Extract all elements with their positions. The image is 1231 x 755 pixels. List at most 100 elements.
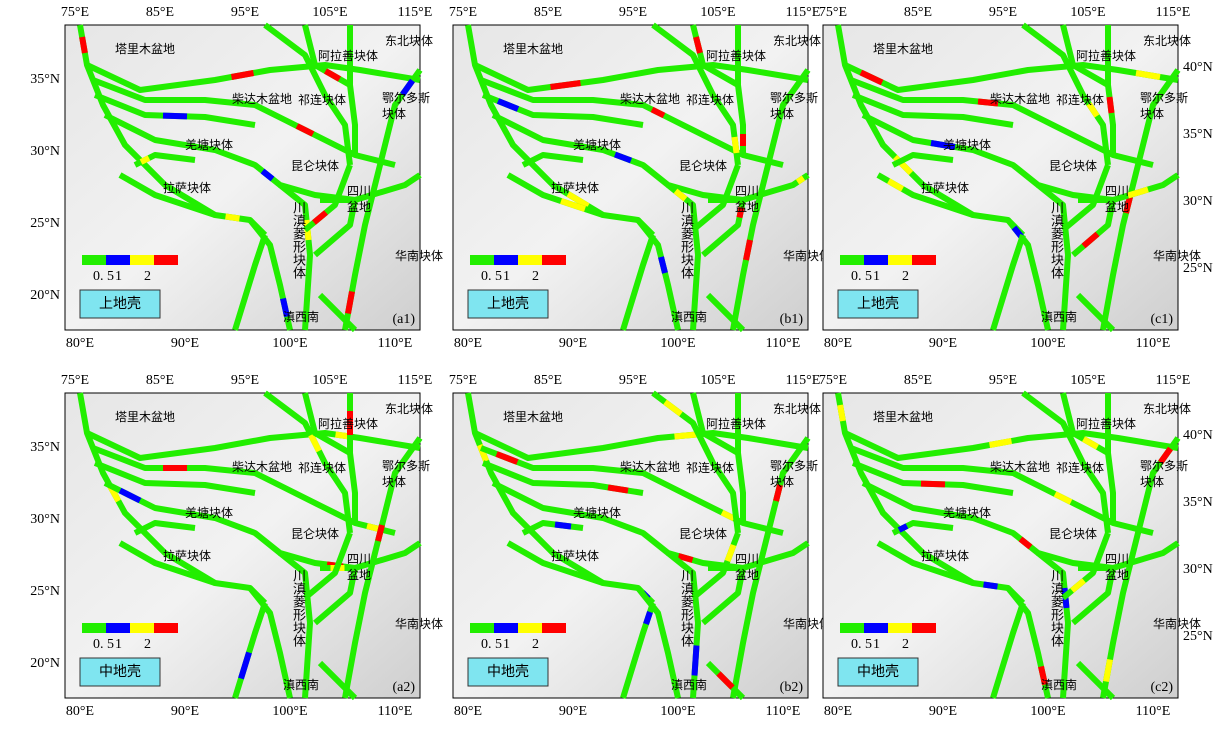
legend-tick: 1	[115, 269, 122, 284]
lon-label: 115°E	[398, 373, 433, 388]
fault-segment	[1135, 70, 1161, 80]
fault-line	[705, 292, 746, 333]
fault-line	[730, 436, 811, 699]
legend-swatch	[888, 623, 912, 633]
fault-segment	[554, 521, 572, 530]
fault-line	[342, 68, 423, 331]
block-label: 祁连块体	[298, 92, 346, 107]
block-label: 柴达木盆地	[232, 460, 292, 474]
block-label: 塔里木盆地	[503, 410, 563, 424]
lon-label: 80°E	[824, 336, 852, 351]
fault-line	[843, 430, 1179, 461]
block-label: 祁连块体	[298, 460, 346, 475]
lon-label: 105°E	[1070, 5, 1105, 20]
lat-label: 30°N	[30, 512, 60, 527]
legend-tick: 2	[144, 269, 151, 284]
block-label: 羌塘块体	[185, 137, 233, 152]
block-label: 华南块体	[1153, 248, 1201, 263]
legend-swatch	[106, 255, 130, 265]
block-label: 川滇菱形块体	[291, 569, 306, 647]
fault-segment	[260, 168, 275, 182]
block-label: 鄂尔多斯	[770, 458, 818, 473]
block-label: 昆仑块体	[679, 159, 727, 173]
legend-tick: 2	[532, 637, 539, 652]
block-label: 阿拉善块体	[318, 416, 378, 431]
lon-label: 115°E	[1156, 373, 1191, 388]
legend-tick: 2	[144, 637, 151, 652]
legend-tick: 0. 5	[851, 637, 872, 652]
lon-label: 105°E	[700, 373, 735, 388]
block-label: 盆地	[735, 568, 759, 582]
fault-line	[103, 480, 356, 571]
lon-label: 90°E	[559, 704, 587, 719]
fault-line	[1105, 393, 1116, 523]
legend-tick: 2	[902, 637, 909, 652]
block-label: 昆仑块体	[679, 527, 727, 541]
legend-swatch	[864, 623, 888, 633]
fault-segment	[897, 523, 909, 533]
fault-line	[103, 112, 356, 203]
fault-line	[317, 660, 358, 701]
lon-label: 100°E	[272, 704, 307, 719]
lon-label: 100°E	[1030, 704, 1065, 719]
block-label: 柴达木盆地	[990, 460, 1050, 474]
block-label: 阿拉善块体	[318, 48, 378, 63]
block-label: 川滇菱形块体	[1049, 569, 1064, 647]
fault-segment	[693, 36, 703, 54]
fault-line	[876, 540, 974, 586]
fault-segment	[673, 188, 688, 202]
fault-segment	[720, 509, 736, 522]
legend-swatch	[130, 623, 154, 633]
lon-label: 95°E	[989, 5, 1017, 20]
fault-line	[465, 24, 656, 238]
legend-tick: 1	[873, 637, 880, 652]
fault-segment	[1018, 536, 1033, 550]
fault-segment	[400, 78, 415, 97]
fault-line	[77, 24, 268, 238]
fault-line	[1100, 436, 1181, 699]
block-label: 柴达木盆地	[620, 92, 680, 106]
fault-segment	[1106, 96, 1115, 114]
lon-label: 85°E	[146, 373, 174, 388]
fault-segment	[920, 480, 946, 488]
legend-swatch	[864, 255, 888, 265]
legend-swatch	[542, 255, 566, 265]
fault-line	[701, 567, 746, 626]
lon-label: 85°E	[534, 373, 562, 388]
fault-segment	[295, 123, 315, 137]
block-label: 川滇菱形块体	[679, 569, 694, 647]
block-label: 华南块体	[395, 248, 443, 263]
lon-label: 110°E	[378, 704, 413, 719]
legend-swatch	[82, 255, 106, 265]
fault-segment	[238, 651, 252, 680]
fault-line	[843, 62, 1179, 93]
block-label: 祁连块体	[686, 460, 734, 475]
lat-label: 30°N	[1183, 194, 1213, 209]
block-label: 塔里木盆地	[503, 42, 563, 56]
fault-line	[735, 393, 746, 523]
lon-label: 75°E	[819, 373, 847, 388]
fault-segment	[312, 210, 328, 225]
fault-segment	[1103, 658, 1113, 683]
fault-segment	[930, 140, 956, 150]
layer-label: 中地壳	[857, 663, 899, 680]
block-label: 昆仑块体	[291, 159, 339, 173]
lon-label: 95°E	[231, 5, 259, 20]
fault-line	[317, 292, 358, 333]
block-label: 昆仑块体	[291, 527, 339, 541]
fault-segment	[566, 191, 590, 209]
block-label: 滇西南	[671, 677, 707, 692]
block-label: 鄂尔多斯	[382, 90, 430, 105]
lon-label: 90°E	[929, 336, 957, 351]
lon-label: 110°E	[378, 336, 413, 351]
block-label: 川滇菱形块体	[679, 201, 694, 279]
panel-label: (c1)	[1150, 312, 1173, 327]
lat-label: 40°N	[1183, 428, 1213, 443]
fault-segment	[280, 297, 290, 318]
fault-line	[263, 22, 353, 166]
lon-label: 110°E	[766, 336, 801, 351]
lon-label: 105°E	[312, 5, 347, 20]
block-label: 块体	[770, 475, 794, 489]
